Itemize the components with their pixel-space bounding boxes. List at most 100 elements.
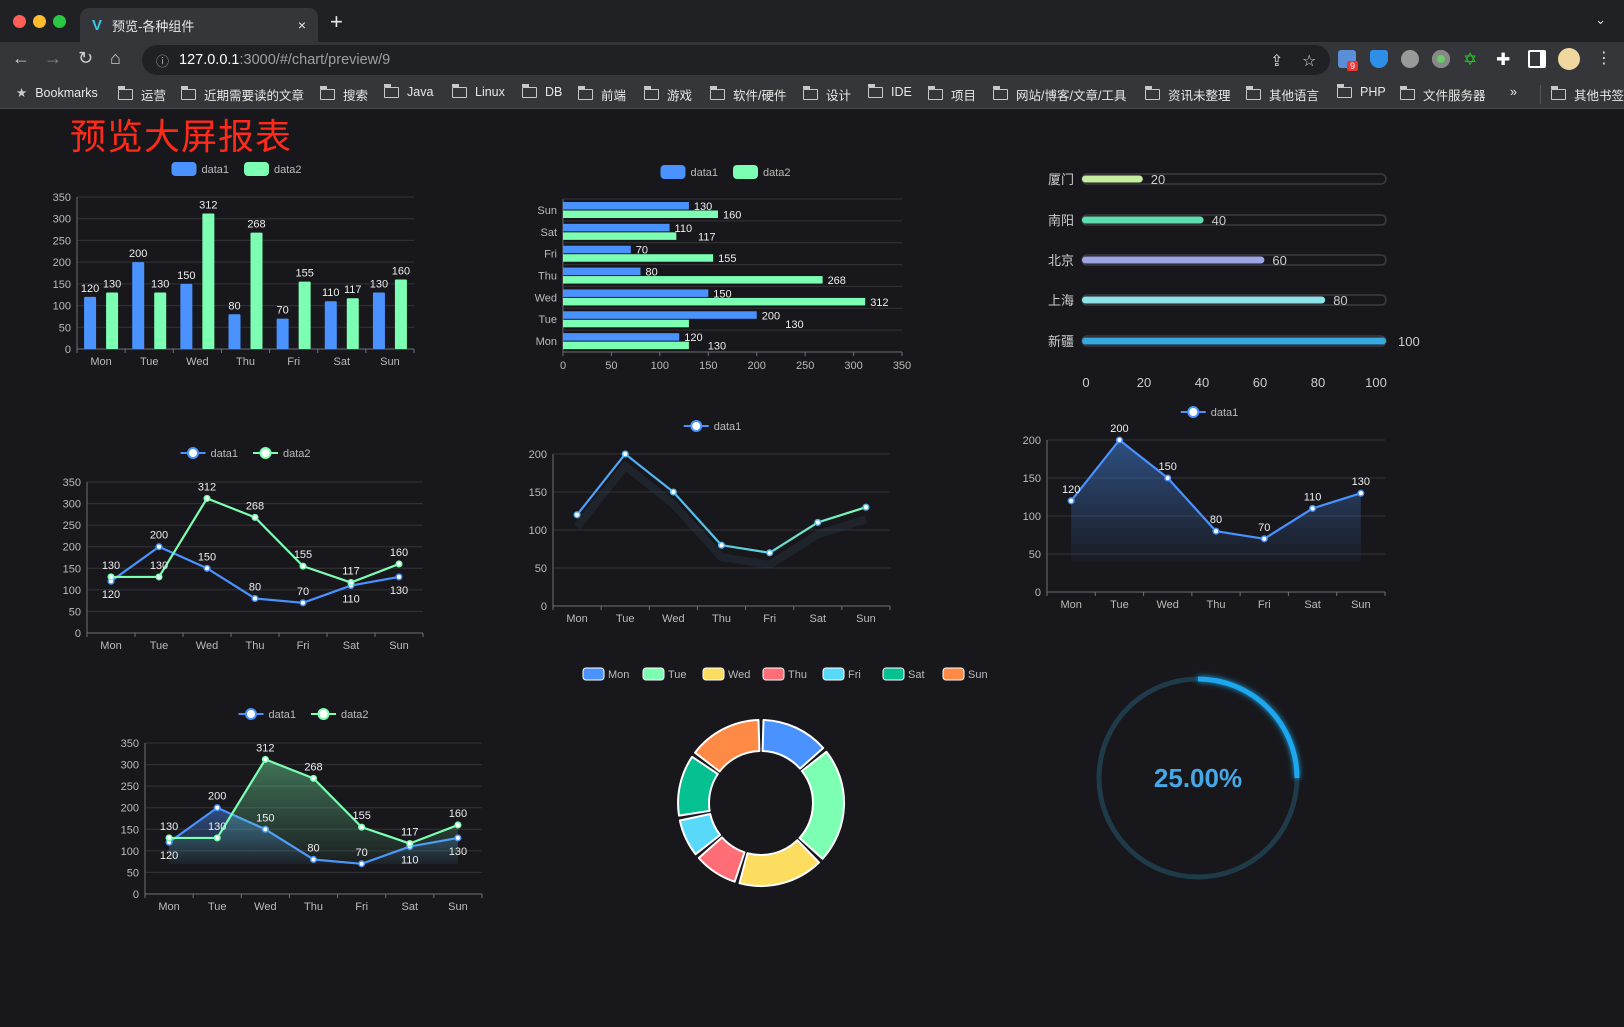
y-tick-label: 0 <box>541 601 547 613</box>
forward-arrow-icon[interactable]: → <box>44 48 62 68</box>
legend-item[interactable]: data1 <box>180 447 239 460</box>
url-host: 127.0.0.1 <box>179 52 240 68</box>
line-shadow <box>573 460 868 569</box>
data-label: 155 <box>295 268 313 280</box>
legend-item[interactable]: data2 <box>244 162 302 176</box>
bookmark-label: 运营 <box>141 89 167 103</box>
legend-label: Wed <box>728 669 750 681</box>
bookmark-folder[interactable]: 软件/硬件 <box>709 85 786 104</box>
folder-icon <box>521 83 537 98</box>
bookmark-folder[interactable]: Linux <box>451 83 505 99</box>
puzzle-extensions-icon[interactable]: ✚ <box>1496 50 1511 69</box>
profile-avatar[interactable] <box>1558 48 1580 70</box>
bookmark-folder[interactable]: 文件服务器 <box>1399 85 1486 104</box>
star-extension-icon[interactable]: ✡ <box>1463 50 1478 69</box>
bookmark-folder[interactable]: Java <box>383 83 433 99</box>
legend-item[interactable]: data1 <box>1180 406 1239 419</box>
legend-label: data2 <box>763 167 791 179</box>
share-icon[interactable]: ⇪ <box>1270 53 1284 70</box>
data-label: 268 <box>828 275 846 287</box>
site-info-icon[interactable]: ⓘ <box>156 53 170 69</box>
data-point <box>299 599 307 607</box>
bookmark-folder[interactable]: 前端 <box>577 85 626 104</box>
data-point <box>573 511 581 519</box>
bookmark-folder[interactable]: 近期需要读的文章 <box>180 85 304 104</box>
legend-item[interactable]: Sun <box>942 667 988 681</box>
x-tick-label: Wed <box>1157 599 1179 611</box>
legend-label: data2 <box>274 164 302 176</box>
legend-item[interactable]: Fri <box>822 667 861 681</box>
bookmark-star-icon[interactable]: ☆ <box>1302 53 1317 70</box>
bar <box>276 318 289 349</box>
side-panel-icon[interactable] <box>1528 50 1546 68</box>
legend-item[interactable]: Sat <box>882 667 925 681</box>
data-point <box>395 573 403 581</box>
bookmark-folder[interactable]: IDE <box>867 83 912 99</box>
bookmarks-menu[interactable]: ★ Bookmarks <box>16 85 98 101</box>
other-bookmarks-folder[interactable]: 其他书签 <box>1540 85 1624 104</box>
legend-swatch-icon <box>660 165 686 179</box>
bookmark-folder[interactable]: DB <box>521 83 562 99</box>
green-dot-extension-icon[interactable] <box>1432 50 1450 68</box>
bookmarks-overflow-button[interactable]: » <box>1510 85 1517 99</box>
back-arrow-icon[interactable]: ← <box>12 48 30 68</box>
bookmark-folder[interactable]: PHP <box>1336 83 1386 99</box>
bookmark-folder[interactable]: 项目 <box>927 85 976 104</box>
address-bar[interactable]: ⓘ 127.0.0.1:3000/#/chart/preview/9 ⇪ ☆ <box>142 45 1330 75</box>
tab-close-icon[interactable]: × <box>297 17 306 33</box>
legend-item[interactable]: data1 <box>683 420 742 433</box>
legend-item[interactable]: Tue <box>642 667 687 681</box>
data-label: 120 <box>684 332 702 344</box>
bookmark-folder[interactable]: 游戏 <box>643 85 692 104</box>
legend-item[interactable]: data1 <box>171 162 230 176</box>
data-label: 150 <box>177 270 195 282</box>
legend-item[interactable]: Wed <box>702 667 750 681</box>
reload-icon[interactable]: ↻ <box>78 48 94 68</box>
new-tab-button[interactable]: + <box>330 9 343 34</box>
bookmark-folder[interactable]: 网站/博客/文章/工具 <box>992 85 1126 104</box>
bar-chart: data1 data2 0 50 100 150 200 250 300 350 Mon Tue Wed… <box>53 162 415 368</box>
legend-swatch-icon <box>942 667 965 681</box>
legend-marker-icon <box>1187 406 1200 418</box>
y-tick-label: 100 <box>63 585 81 597</box>
command-extension-icon[interactable] <box>1401 50 1419 68</box>
folder-icon <box>867 83 883 98</box>
bookmark-folder[interactable]: 资讯未整理 <box>1144 85 1231 104</box>
legend-item[interactable]: data2 <box>733 165 791 179</box>
home-icon[interactable]: ⌂ <box>110 48 121 68</box>
data-label: 160 <box>390 547 408 559</box>
legend-label: data1 <box>211 448 239 460</box>
bookmark-label: 资讯未整理 <box>1168 89 1231 103</box>
data-label: 110 <box>342 594 360 606</box>
legend-item[interactable]: data2 <box>253 447 311 460</box>
y-tick-label: 0 <box>75 628 81 640</box>
legend-item[interactable]: Mon <box>582 667 629 681</box>
bookmark-folder[interactable]: 设计 <box>802 85 851 104</box>
legend-item[interactable]: Thu <box>762 667 807 681</box>
data-label: 120 <box>102 589 120 601</box>
legend-label: data2 <box>341 709 369 721</box>
bookmark-folder[interactable]: 其他语言 <box>1245 85 1319 104</box>
legend-marker-icon <box>245 708 257 720</box>
bookmark-folder[interactable]: 运营 <box>117 85 167 104</box>
folder-icon <box>1550 86 1566 100</box>
data-label: 150 <box>713 288 731 300</box>
maximize-window-button[interactable] <box>53 15 66 28</box>
close-window-button[interactable] <box>13 15 26 28</box>
legend-item[interactable]: data2 <box>311 708 369 721</box>
x-tick-label: Sun <box>380 356 400 368</box>
legend-swatch-icon <box>822 667 845 681</box>
menu-kebab-icon[interactable]: ⋮ <box>1596 50 1612 67</box>
data-point <box>862 503 870 511</box>
legend-item[interactable]: data1 <box>238 708 297 721</box>
x-tick-label: Wed <box>186 356 208 368</box>
bar <box>563 297 866 306</box>
minimize-window-button[interactable] <box>33 15 46 28</box>
x-tick-label: Wed <box>196 640 218 652</box>
bookmark-folder[interactable]: 搜索 <box>319 85 368 104</box>
legend-item[interactable]: data1 <box>660 165 719 179</box>
bar <box>132 262 145 349</box>
browser-tab[interactable]: V 预览-各种组件 × <box>80 8 318 42</box>
tab-search-chevron-icon[interactable]: ⌄ <box>1595 12 1606 27</box>
gem-extension-icon[interactable] <box>1370 50 1388 68</box>
